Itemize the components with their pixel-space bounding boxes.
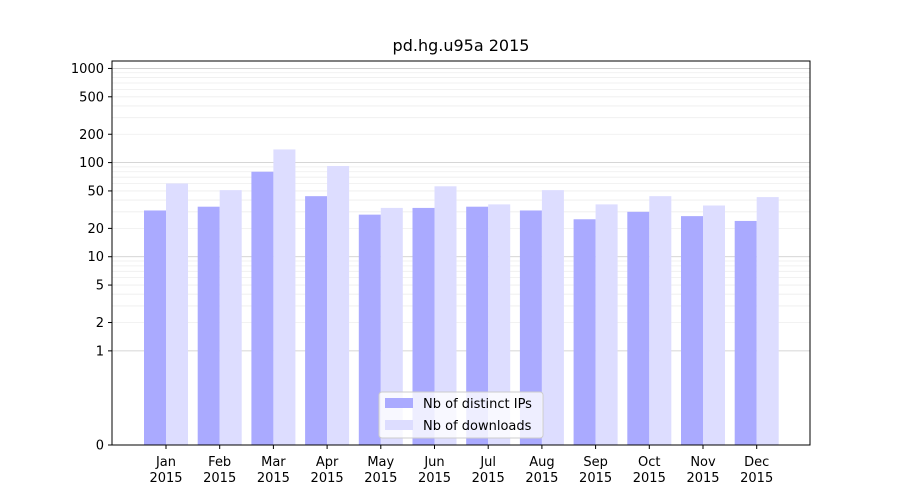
x-tick-label-year: 2015 [633, 471, 666, 486]
bar-distinct-ips [358, 214, 381, 445]
legend-label-distinct-ips: Nb of distinct IPs [423, 397, 532, 412]
x-tick-label: Jul [479, 455, 496, 470]
bar-distinct-ips [412, 207, 435, 445]
plot-frame [111, 60, 811, 446]
x-tick-label: Nov [690, 455, 716, 470]
bar-downloads [488, 204, 511, 445]
bar-downloads [273, 149, 296, 445]
y-tick-label: 10 [87, 250, 104, 265]
y-tick-label: 5 [96, 279, 104, 294]
bar-distinct-ips [466, 206, 489, 445]
chart-title: pd.hg.u95a 2015 [393, 36, 530, 55]
x-tick-label-year: 2015 [311, 471, 344, 486]
bar-distinct-ips [681, 216, 703, 445]
x-tick-label-year: 2015 [203, 471, 236, 486]
x-tick-label-year: 2015 [472, 471, 505, 486]
bar-distinct-ips [519, 210, 542, 445]
x-tick-label-year: 2015 [364, 471, 397, 486]
legend-swatch-downloads [385, 420, 413, 430]
x-tick-label-year: 2015 [418, 471, 451, 486]
y-tick-label: 1 [96, 344, 104, 359]
y-tick-label: 50 [87, 184, 104, 199]
y-tick-label: 0 [96, 439, 104, 454]
legend-frame [378, 391, 544, 439]
bar-downloads [703, 205, 725, 445]
x-tick-label-year: 2015 [149, 471, 182, 486]
x-tick-label: Jan [155, 455, 176, 470]
bar-downloads [595, 204, 618, 445]
y-tick-label: 2 [96, 316, 104, 331]
x-tick-label: Sep [583, 455, 608, 470]
bar-downloads [219, 190, 242, 445]
x-tick-label-year: 2015 [579, 471, 612, 486]
bar-downloads [541, 190, 564, 445]
x-tick-label: Jun [423, 455, 444, 470]
x-tick-label-year: 2015 [686, 471, 719, 486]
y-tick-label: 500 [79, 90, 104, 105]
y-tick-label: 100 [79, 156, 104, 171]
bar-distinct-ips [627, 211, 650, 445]
y-axis: 0 1 2 5 10 20 50 100 200 500 1000 [71, 62, 112, 454]
bar-distinct-ips [734, 220, 757, 445]
bar-distinct-ips [305, 196, 328, 445]
x-tick-label: May [367, 455, 394, 470]
y-tick-label: 20 [87, 222, 104, 237]
x-axis: Jan2015Feb2015Mar2015Apr2015May2015Jun20… [149, 445, 773, 486]
x-tick-label: Dec [744, 455, 769, 470]
bar-distinct-ips [197, 206, 220, 445]
y-tick-label: 1000 [71, 62, 104, 77]
bar-distinct-ips [573, 219, 596, 445]
bar-distinct-ips [144, 210, 166, 445]
bar-downloads [756, 197, 779, 445]
x-tick-label: Feb [208, 455, 231, 470]
bar-distinct-ips [251, 171, 274, 445]
x-tick-label: Aug [529, 455, 554, 470]
x-tick-label: Oct [638, 455, 660, 470]
x-tick-label: Mar [261, 455, 286, 470]
bars [144, 149, 779, 445]
bar-downloads [166, 183, 188, 445]
x-tick-label: Apr [316, 455, 339, 470]
x-tick-label-year: 2015 [525, 471, 558, 486]
x-tick-label-year: 2015 [740, 471, 773, 486]
bar-downloads [327, 165, 350, 445]
bar-downloads [649, 196, 672, 445]
legend-label-downloads: Nb of downloads [423, 419, 532, 434]
bar-downloads [380, 207, 403, 445]
x-tick-label-year: 2015 [257, 471, 290, 486]
legend-swatch-distinct-ips [385, 398, 413, 408]
legend: Nb of distinct IPs Nb of downloads [378, 391, 544, 439]
bar-downloads [434, 186, 457, 445]
y-tick-label: 200 [79, 128, 104, 143]
